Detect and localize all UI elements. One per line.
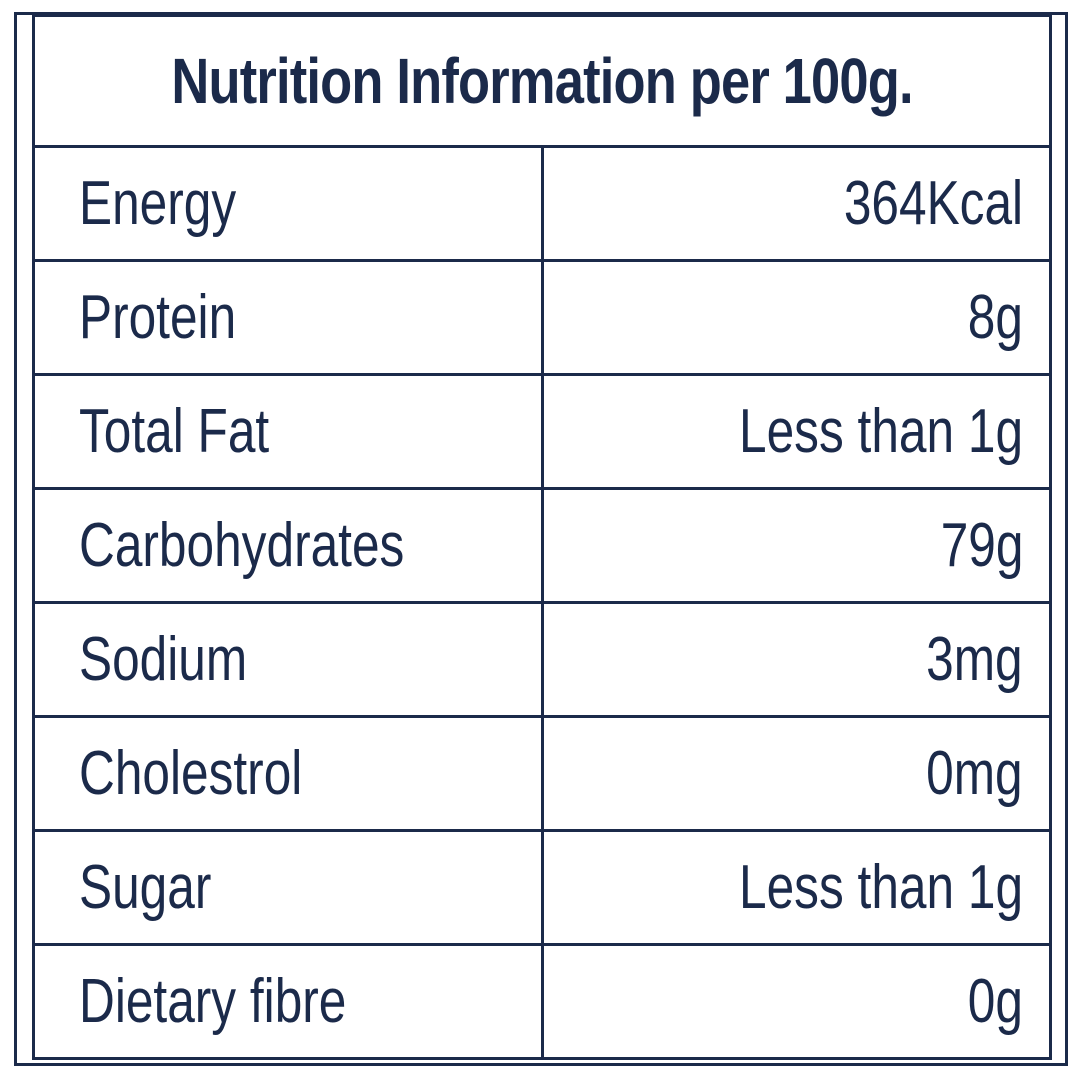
nutrient-label-cell: Sugar — [32, 829, 544, 946]
table-row-dietary-fibre: Dietary fibre 0g — [32, 943, 1052, 1060]
nutrient-label: Sodium — [79, 625, 248, 694]
nutrient-label: Energy — [79, 169, 237, 238]
nutrient-label-cell: Cholestrol — [32, 715, 544, 832]
nutrient-label-cell: Total Fat — [32, 373, 544, 490]
nutrient-value: 8g — [967, 283, 1023, 352]
table-title: Nutrition Information per 100g. — [171, 45, 913, 117]
nutrient-value-cell: Less than 1g — [540, 373, 1052, 490]
nutrient-value-cell: 8g — [540, 259, 1052, 376]
table-row-cholestrol: Cholestrol 0mg — [32, 715, 1052, 832]
nutrient-value-cell: 0g — [540, 943, 1052, 1060]
nutrient-label-cell: Sodium — [32, 601, 544, 718]
nutrient-value: 364Kcal — [843, 169, 1023, 238]
table-title-cell: Nutrition Information per 100g. — [32, 14, 1052, 148]
nutrient-value: 3mg — [926, 625, 1023, 694]
nutrient-value-cell: 364Kcal — [540, 145, 1052, 262]
table-row-protein: Protein 8g — [32, 259, 1052, 376]
nutrient-value-cell: Less than 1g — [540, 829, 1052, 946]
nutrient-label-cell: Dietary fibre — [32, 943, 544, 1060]
nutrient-value: 79g — [940, 511, 1023, 580]
table-header-row: Nutrition Information per 100g. — [32, 14, 1052, 148]
nutrient-label: Sugar — [79, 853, 212, 922]
nutrient-label: Total Fat — [79, 397, 270, 466]
table-row-sodium: Sodium 3mg — [32, 601, 1052, 718]
nutrient-value-cell: 79g — [540, 487, 1052, 604]
nutrient-label-cell: Carbohydrates — [32, 487, 544, 604]
nutrient-value: 0mg — [926, 739, 1023, 808]
nutrient-value: Less than 1g — [738, 397, 1023, 466]
nutrient-label-cell: Energy — [32, 145, 544, 262]
table-row-total-fat: Total Fat Less than 1g — [32, 373, 1052, 490]
nutrient-label: Dietary fibre — [79, 967, 347, 1036]
nutrient-label: Cholestrol — [79, 739, 303, 808]
nutrient-label: Protein — [79, 283, 237, 352]
table-row-energy: Energy 364Kcal — [32, 145, 1052, 262]
nutrition-table: Nutrition Information per 100g. Energy 3… — [32, 14, 1052, 1060]
nutrient-label: Carbohydrates — [79, 511, 405, 580]
nutrient-value: Less than 1g — [738, 853, 1023, 922]
table-row-carbohydrates: Carbohydrates 79g — [32, 487, 1052, 604]
nutrient-value-cell: 3mg — [540, 601, 1052, 718]
nutrient-value-cell: 0mg — [540, 715, 1052, 832]
nutrient-value: 0g — [967, 967, 1023, 1036]
table-row-sugar: Sugar Less than 1g — [32, 829, 1052, 946]
nutrient-label-cell: Protein — [32, 259, 544, 376]
